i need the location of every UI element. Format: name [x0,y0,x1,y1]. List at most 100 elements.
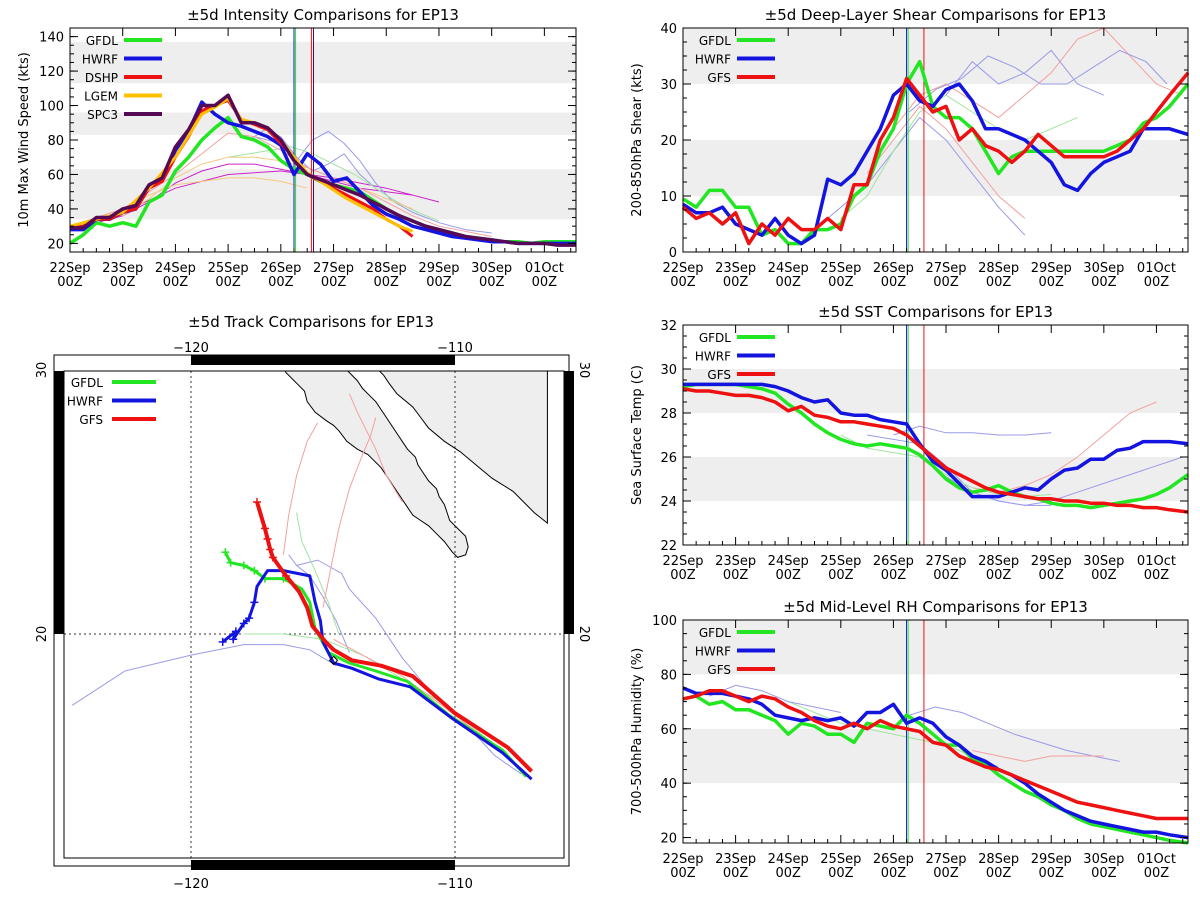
sst-xtick-hour-1: 00Z [723,568,749,583]
shear-xtick-date-4: 26Sep [873,261,914,276]
sst-ytick-label-28: 28 [660,407,677,422]
lat-label-right-1: 20 [576,626,591,643]
rh-xtick-hour-0: 00Z [670,866,696,881]
track-hwrf [221,569,533,781]
sst-xtick-date-5: 27Sep [925,554,966,569]
intensity-xtick-hour-9: 00Z [532,275,558,290]
sst-xtick-hour-7: 00Z [1039,568,1065,583]
sst-ghost-line-0 [893,425,1052,436]
lat-label-left-1: 20 [35,626,50,643]
sst-plot-frame [682,324,1189,546]
sst-xtick-hour-9: 00Z [1144,568,1170,583]
track-ghost-7 [348,393,403,503]
track-gfdl [223,551,528,778]
shear-xtick-date-5: 27Sep [925,261,966,276]
intensity-legend-label-hwrf: HWRF [82,53,118,67]
track-map-area [64,371,564,858]
shear-ytick-label-20: 20 [660,134,677,149]
sst-series-gfdl [682,382,1190,510]
shear-ylabel: 200-850hPa Shear (kts) [630,63,645,216]
intensity-xtick-hour-4: 00Z [268,275,294,290]
intensity-xtick-date-7: 29Sep [418,261,459,276]
rh-xtick-date-6: 28Sep [978,852,1019,867]
intensity-ytick-label-100: 100 [39,100,64,115]
rh-xtick-hour-6: 00Z [986,866,1012,881]
sst-xtick-hour-5: 00Z [933,568,959,583]
sst-ytick-label-22: 22 [660,539,677,554]
intensity-xtick-hour-1: 00Z [110,275,136,290]
track-border-bar-left [54,371,64,634]
rh-series-gfs [682,688,1188,821]
sst-xtick-date-6: 28Sep [978,554,1019,569]
rh-panel: 2040608010022Sep00Z23Sep00Z24Sep00Z25Sep… [630,598,1189,881]
intensity-xtick-date-6: 28Sep [366,261,407,276]
shear-xtick-hour-6: 00Z [986,275,1012,290]
rh-xtick-date-0: 22Sep [662,852,703,867]
track-legend-label-hwrf: HWRF [67,395,103,409]
sst-xtick-date-2: 24Sep [768,554,809,569]
rh-xtick-hour-2: 00Z [775,866,801,881]
rh-ghost-line-1 [972,750,1104,762]
intensity-ytick-label-20: 20 [47,237,64,252]
sst-xtick-date-7: 29Sep [1031,554,1072,569]
shear-xtick-date-0: 22Sep [662,261,703,276]
shear-xtick-hour-5: 00Z [933,275,959,290]
intensity-series-spc3 [70,93,576,247]
shear-legend-label-gfdl: GFDL [699,34,731,48]
storm-start-marker [328,655,339,666]
shear-legend-label-gfs: GFS [707,71,731,85]
rh-xtick-hour-3: 00Z [828,866,854,881]
shear-xtick-hour-9: 00Z [1144,275,1170,290]
intensity-xtick-date-4: 26Sep [260,261,301,276]
shear-title: ±5d Deep-Layer Shear Comparisons for EP1… [765,6,1107,24]
rh-xtick-hour-1: 00Z [723,866,749,881]
track-legend-label-gfs: GFS [79,413,103,427]
intensity-xtick-hour-7: 00Z [426,275,452,290]
sst-xtick-date-4: 26Sep [873,554,914,569]
rh-xtick-date-9: 01Oct [1137,852,1176,867]
track-panel: −120 −120 −110 −110 30 30 20 20 ±5d Track Compar… [35,313,591,892]
rh-xtick-hour-8: 00Z [1091,866,1117,881]
sst-xtick-hour-8: 00Z [1091,568,1117,583]
sst-xtick-hour-0: 00Z [670,568,696,583]
sst-legend-label-gfs: GFS [707,368,731,382]
intensity-title: ±5d Intensity Comparisons for EP13 [187,6,459,24]
sst-ghost-line-2 [972,401,1157,493]
shear-ghost-line-4 [866,105,1026,219]
shear-ghost-line-1 [908,49,1168,113]
intensity-ytick-label-40: 40 [47,203,64,218]
intensity-xtick-hour-0: 00Z [57,275,83,290]
track-ghost-0 [71,644,337,706]
rh-xtick-date-1: 23Sep [715,852,756,867]
rh-xtick-date-3: 25Sep [820,852,861,867]
shear-xtick-hour-3: 00Z [828,275,854,290]
sst-ytick-label-30: 30 [660,363,677,378]
shear-xtick-date-3: 25Sep [820,261,861,276]
sst-xtick-date-0: 22Sep [662,554,703,569]
shear-panel: 01020304022Sep00Z23Sep00Z24Sep00Z25Sep00… [630,6,1190,290]
lat-label-left-0: 30 [35,362,50,379]
track-border-bar-bottom [191,860,455,870]
shear-xtick-date-8: 30Sep [1083,261,1124,276]
rh-ghost-line-3 [709,684,841,713]
shear-xtick-date-1: 23Sep [715,261,756,276]
rh-title: ±5d Mid-Level RH Comparisons for EP13 [783,598,1088,616]
intensity-ytick-label-80: 80 [47,134,64,149]
sst-xtick-hour-2: 00Z [775,568,801,583]
shear-ytick-label-0: 0 [669,246,677,261]
sst-xtick-date-1: 23Sep [715,554,756,569]
shear-xtick-date-9: 01Oct [1137,261,1176,276]
shear-xtick-hour-4: 00Z [881,275,907,290]
rh-ylabel: 700-500hPa Humidity (%) [630,648,645,815]
rh-ytick-label-20: 20 [660,832,677,847]
track-ghost-5 [322,417,377,608]
intensity-xtick-hour-5: 00Z [321,275,347,290]
rh-ytick-label-40: 40 [660,777,677,792]
intensity-xtick-date-2: 24Sep [155,261,196,276]
rh-xtick-hour-4: 00Z [881,866,907,881]
intensity-xtick-hour-3: 00Z [215,275,241,290]
shear-ytick-label-30: 30 [660,78,677,93]
rh-xtick-hour-9: 00Z [1144,866,1170,881]
rh-ytick-label-80: 80 [660,668,677,683]
